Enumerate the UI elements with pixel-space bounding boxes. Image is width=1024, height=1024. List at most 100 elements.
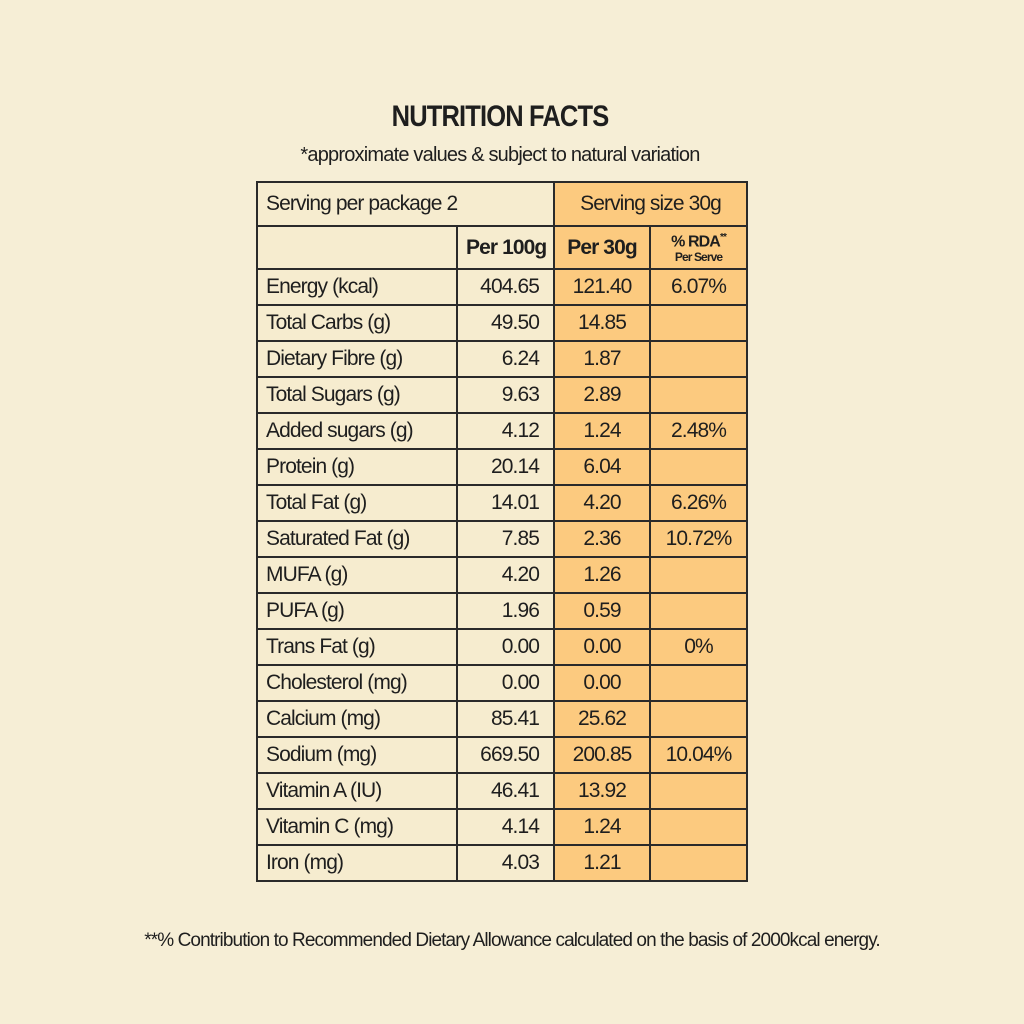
per-100g: 669.50 [455,736,556,774]
nutrient-name: PUFA (g) [256,592,458,630]
per-30g: 1.24 [553,412,652,450]
nutrient-row: Saturated Fat (g) 7.85 2.36 10.72% [256,520,749,558]
subtitle: *approximate values & subject to natural… [300,144,700,166]
nutrient-name: Total Fat (g) [256,484,458,522]
per-100g: 404.65 [455,268,556,306]
title: NUTRITION FACTS [391,100,610,133]
nutrient-row: Iron (mg) 4.03 1.21 [256,844,749,882]
per-30g: 0.00 [553,628,652,666]
nutrient-row: Energy (kcal) 404.65 121.40 6.07% [256,268,749,306]
rda-mark: ** [719,232,727,244]
rda [649,844,749,882]
rda: 6.26% [649,484,749,522]
nutrient-row: Total Fat (g) 14.01 4.20 6.26% [256,484,749,522]
nutrient-row: Sodium (mg) 669.50 200.85 10.04% [256,736,749,774]
per-30g: 121.40 [553,268,652,306]
rda [649,772,749,810]
nutrient-name: Dietary Fibre (g) [256,340,458,378]
serving-per-package: Serving per package 2 [255,181,556,227]
nutrient-name: Iron (mg) [256,844,458,882]
per-100g: 0.00 [455,664,556,702]
rda [649,340,749,378]
rda-sub: Per Serve [674,249,723,264]
nutrient-name: Vitamin A (IU) [256,772,458,810]
nutrient-row: Vitamin C (mg) 4.14 1.24 [256,808,749,846]
column-header: Per 30g [553,225,652,270]
per-30g: 1.26 [553,556,652,594]
nutrient-row: Calcium (mg) 85.41 25.62 [256,700,749,738]
nutrient-name: MUFA (g) [256,556,458,594]
rda [649,556,749,594]
nutrient-row: Vitamin A (IU) 46.41 13.92 [256,772,749,810]
per-30g: 1.21 [553,844,652,882]
per-100g: 46.41 [455,772,556,810]
per-30g: 200.85 [553,736,652,774]
per-30g: 14.85 [553,304,652,342]
per-30g: 6.04 [553,448,652,486]
per-100g: 9.63 [455,376,556,414]
rda-label: % RDA [671,233,721,251]
rda [649,664,749,702]
rda: 0% [649,628,749,666]
rda [649,808,749,846]
table-body: Serving per package 2 Serving size 30g P… [255,181,749,882]
rda [649,700,749,738]
per-30g: 25.62 [553,700,652,738]
nutrient-row: Cholesterol (mg) 0.00 0.00 [256,664,749,702]
nutrient-name: Sodium (mg) [256,736,458,774]
nutrient-row: PUFA (g) 1.96 0.59 [256,592,749,630]
per-30g: 2.36 [553,520,652,558]
per-30g: 2.89 [553,376,652,414]
nutrient-row: Added sugars (g) 4.12 1.24 2.48% [256,412,749,450]
column-header: Per 100g [455,225,556,270]
per-100g: 4.12 [455,412,556,450]
nutrient-name: Calcium (mg) [256,700,458,738]
per-100g: 85.41 [455,700,556,738]
nutrient-name: Vitamin C (mg) [256,808,458,846]
nutrient-row: MUFA (g) 4.20 1.26 [256,556,749,594]
empty-header [256,225,458,270]
rda: 2.48% [649,412,749,450]
per-100g: 14.01 [455,484,556,522]
per-100g: 6.24 [455,340,556,378]
per-100g: 4.20 [455,556,556,594]
nutrient-name: Total Carbs (g) [256,304,458,342]
nutrient-name: Saturated Fat (g) [256,520,458,558]
per-30g: 1.24 [553,808,652,846]
rda [649,376,749,414]
per-30g: 4.20 [553,484,652,522]
per-100g: 0.00 [455,628,556,666]
per-100g: 1.96 [455,592,556,630]
nutrient-row: Protein (g) 20.14 6.04 [256,448,749,486]
nutrient-name: Total Sugars (g) [256,376,458,414]
nutrient-row: Dietary Fibre (g) 6.24 1.87 [256,340,749,378]
nutrient-name: Added sugars (g) [256,412,458,450]
per-100g: 7.85 [455,520,556,558]
rda [649,448,749,486]
nutrient-row: Total Sugars (g) 9.63 2.89 [256,376,749,414]
serving-size: Serving size 30g [553,181,749,227]
rda [649,304,749,342]
per-30g: 13.92 [553,772,652,810]
per-100g: 4.14 [455,808,556,846]
nutrient-name: Energy (kcal) [256,268,458,306]
per-100g: 49.50 [455,304,556,342]
per-100g: 4.03 [455,844,556,882]
serving-row: Serving per package 2 Serving size 30g [255,181,749,227]
rda: 10.04% [649,736,749,774]
nutrition-table: Serving per package 2 Serving size 30g P… [255,181,749,882]
nutrient-name: Protein (g) [256,448,458,486]
nutrient-row: Trans Fat (g) 0.00 0.00 0% [256,628,749,666]
footnote: **% Contribution to Recommended Dietary … [144,930,880,951]
per-100g: 20.14 [455,448,556,486]
rda: 10.72% [649,520,749,558]
nutrient-row: Total Carbs (g) 49.50 14.85 [256,304,749,342]
column-header-row: Per 100g Per 30g % RDA** Per Serve [256,225,749,270]
nutrient-name: Cholesterol (mg) [256,664,458,702]
per-30g: 1.87 [553,340,652,378]
rda [649,592,749,630]
per-30g: 0.00 [553,664,652,702]
rda: 6.07% [649,268,749,306]
per-30g: 0.59 [553,592,652,630]
